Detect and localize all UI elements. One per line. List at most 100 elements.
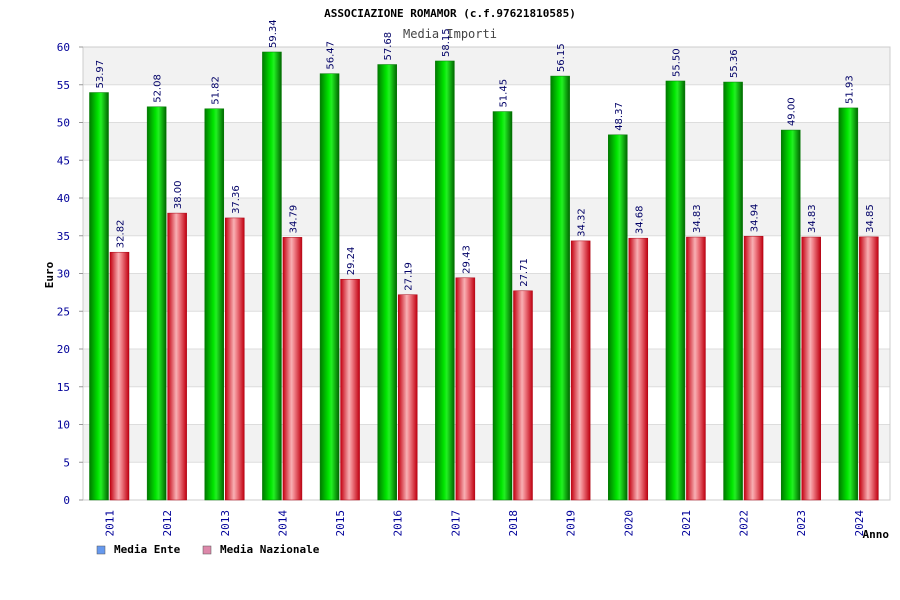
data-label: 51.93 <box>844 75 855 104</box>
data-label: 37.36 <box>231 185 242 214</box>
data-label: 32.82 <box>116 220 127 249</box>
legend: Media Ente Media Nazionale <box>96 543 320 556</box>
grid-band <box>83 47 890 85</box>
bar-media-ente-2023 <box>780 129 801 501</box>
bar-media-nazionale-2019 <box>570 240 591 501</box>
legend-label-media-nazionale: Media Nazionale <box>220 543 320 556</box>
bar-media-ente-2020 <box>608 134 628 501</box>
data-label: 51.82 <box>210 76 221 105</box>
bar-media-nazionale-2021 <box>686 236 706 501</box>
bar-media-nazionale-2011 <box>109 251 130 501</box>
grid-band <box>83 273 890 312</box>
y-tick-label: 10 <box>57 419 70 432</box>
bar-media-ente-2022 <box>723 81 743 501</box>
y-tick-label: 5 <box>63 456 70 469</box>
data-label: 56.15 <box>556 43 567 72</box>
data-label: 52.08 <box>153 74 164 103</box>
y-tick-label: 55 <box>57 79 70 92</box>
bar-media-nazionale-2018 <box>513 290 533 501</box>
data-label: 55.36 <box>729 49 740 78</box>
x-tick-label: 2015 <box>334 510 347 537</box>
legend-swatch-media-nazionale <box>202 545 212 555</box>
y-tick-label: 15 <box>57 381 70 394</box>
bar-media-ente-2016 <box>377 64 397 501</box>
data-label: 34.85 <box>865 204 876 233</box>
y-tick-label: 25 <box>57 305 70 318</box>
x-tick-label: 2022 <box>738 510 751 537</box>
y-tick-label: 30 <box>57 268 70 281</box>
bar-media-ente-2011 <box>89 92 109 501</box>
data-label: 34.83 <box>807 204 818 233</box>
grid-band <box>83 424 890 463</box>
y-tick-label: 50 <box>57 117 70 130</box>
x-tick-label: 2020 <box>622 510 635 537</box>
bar-media-nazionale-2012 <box>167 212 187 501</box>
bar-media-nazionale-2023 <box>801 236 821 501</box>
y-tick-label: 40 <box>57 192 70 205</box>
data-label: 34.68 <box>634 206 645 235</box>
data-labels: 53.97 32.82 52.08 38.00 51.82 37.36 59.34 34.79… <box>95 19 876 290</box>
bar-media-ente-2014 <box>262 51 282 501</box>
bar-media-nazionale-2017 <box>455 277 476 501</box>
bar-media-ente-2015 <box>319 73 340 501</box>
bar-media-nazionale-2014 <box>282 237 303 501</box>
chart-subtitle: Media Importi <box>403 27 497 41</box>
y-tick-label: 35 <box>57 230 70 243</box>
bar-media-nazionale-2022 <box>743 235 764 501</box>
legend-swatch-media-ente <box>96 545 106 555</box>
bar-media-nazionale-2024 <box>859 236 879 501</box>
x-tick-label: 2014 <box>276 510 289 537</box>
axes: 0 5 10 15 20 25 30 35 40 45 50 55 60 2011 2012 2013 2014… <box>57 41 866 537</box>
x-tick-label: 2021 <box>680 510 693 537</box>
data-label: 38.00 <box>173 180 184 209</box>
y-axis-label: Euro <box>43 261 56 288</box>
bar-media-ente-2013 <box>204 108 225 501</box>
data-label: 51.45 <box>499 79 510 108</box>
bars <box>89 51 879 501</box>
x-tick-label: 2023 <box>795 510 808 537</box>
y-tick-label: 20 <box>57 343 70 356</box>
x-tick-label: 2019 <box>565 510 578 537</box>
bar-media-ente-2018 <box>492 111 513 501</box>
bar-media-nazionale-2013 <box>225 217 245 501</box>
data-label: 27.19 <box>404 262 415 291</box>
bar-media-ente-2021 <box>665 80 686 501</box>
bar-media-ente-2012 <box>146 106 167 501</box>
x-tick-label: 2016 <box>392 510 405 537</box>
data-label: 59.34 <box>268 19 279 48</box>
bar-media-nazionale-2016 <box>397 294 418 501</box>
data-label: 57.68 <box>383 32 394 61</box>
x-tick-label: 2013 <box>219 510 232 537</box>
data-label: 27.71 <box>519 258 530 287</box>
x-axis-label: Anno <box>863 528 890 541</box>
x-tick-label: 2012 <box>161 510 174 537</box>
bar-media-ente-2017 <box>435 60 455 501</box>
x-tick-label: 2011 <box>104 510 117 537</box>
data-label: 48.37 <box>614 102 625 131</box>
grid-band <box>83 349 890 387</box>
grid-band <box>83 122 890 161</box>
bar-media-nazionale-2020 <box>628 237 649 501</box>
data-label: 55.50 <box>671 48 682 77</box>
data-label: 56.47 <box>326 41 337 70</box>
data-label: 58.15 <box>441 28 452 57</box>
y-tick-label: 45 <box>57 154 70 167</box>
data-label: 49.00 <box>787 97 798 126</box>
y-tick-label: 0 <box>63 494 70 507</box>
x-tick-label: 2017 <box>449 510 462 537</box>
grid-band <box>83 198 890 236</box>
bar-media-nazionale-2015 <box>340 278 360 501</box>
x-tick-label: 2018 <box>507 510 520 537</box>
data-label: 34.83 <box>692 204 703 233</box>
x-tick-label: 2024 <box>853 510 866 537</box>
data-label: 34.79 <box>288 205 299 234</box>
data-label: 29.43 <box>461 245 472 274</box>
y-tick-label: 60 <box>57 41 70 54</box>
bar-media-ente-2024 <box>838 107 859 501</box>
legend-label-media-ente: Media Ente <box>114 543 181 556</box>
chart-title: ASSOCIAZIONE ROMAMOR (c.f.97621810585) <box>324 7 576 20</box>
data-label: 34.94 <box>750 204 761 233</box>
bar-media-ente-2019 <box>550 75 570 501</box>
